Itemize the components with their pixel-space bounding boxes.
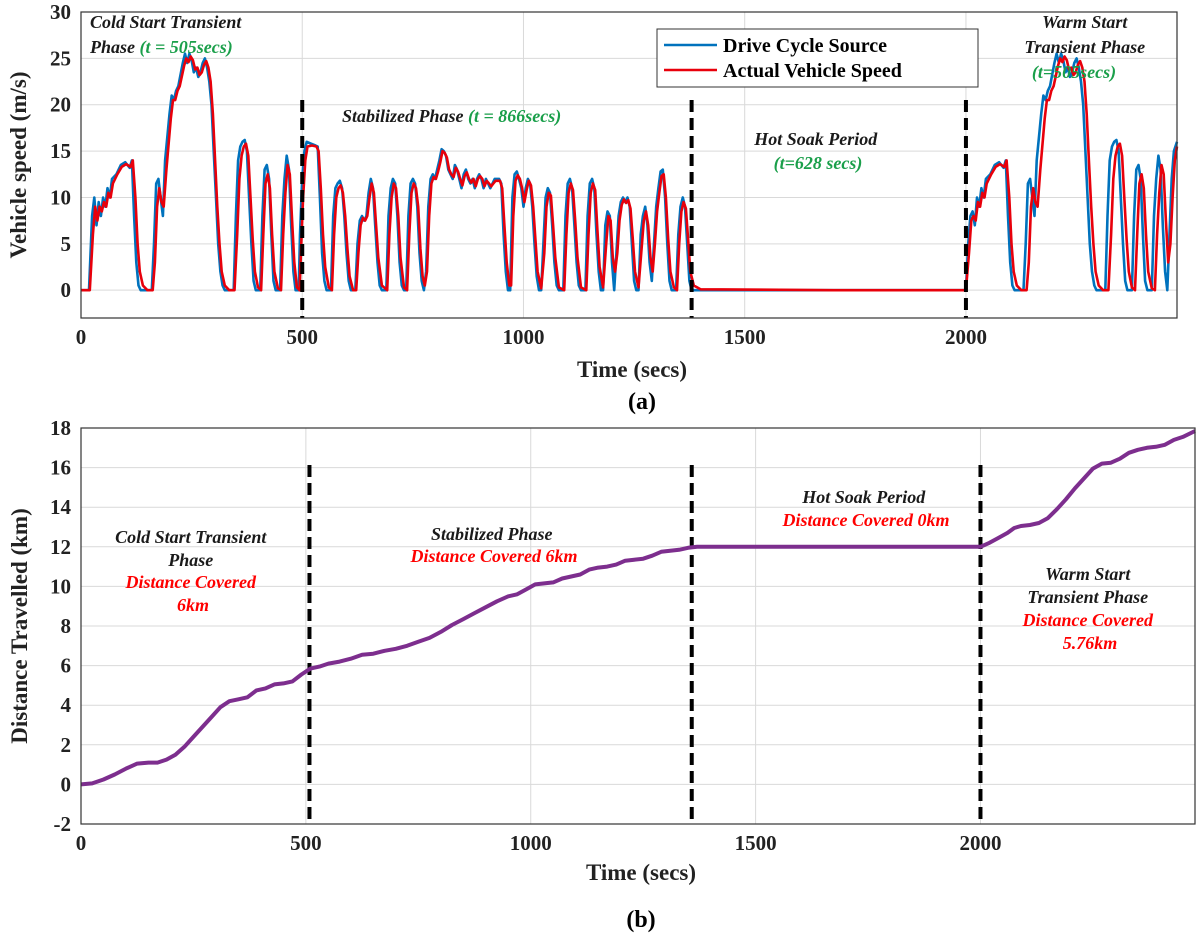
speed-x-axis-label: Time (secs) xyxy=(577,357,687,382)
distance-annotation-hot-soak-title: Hot Soak Period xyxy=(801,487,926,507)
speed-y-axis-label: Vehicle speed (m/s) xyxy=(6,72,31,259)
legend-label-actual-speed: Actual Vehicle Speed xyxy=(723,60,902,82)
y-tick-label-8: 14 xyxy=(50,495,72,519)
series-line-actual-vehicle-speed xyxy=(81,55,1179,292)
distance-x-axis-label: Time (secs) xyxy=(586,860,696,885)
x-tick-label-4: 2000 xyxy=(959,831,1001,855)
y-tick-label-2: 2 xyxy=(61,733,72,757)
distance-annotation-warm-start-detail1: Distance Covered xyxy=(1022,610,1154,630)
y-tick-label-0: -2 xyxy=(54,812,72,836)
x-tick-label-3: 1500 xyxy=(735,831,777,855)
speed-y-tick-labels: 0 5 10 15 20 25 30 xyxy=(50,0,71,302)
speed-annotation-warm-start: Warm Start Transient Phase (t=505secs) xyxy=(1024,12,1149,83)
speed-phase-markers xyxy=(300,100,968,318)
speed-plot-frame xyxy=(80,11,1178,319)
speed-annotation-cold-start-line1: Cold Start Transient xyxy=(90,12,242,32)
y-tick-label-3: 15 xyxy=(50,139,71,163)
y-tick-label-2: 10 xyxy=(50,185,71,209)
speed-legend: Drive Cycle Source Actual Vehicle Speed xyxy=(656,28,979,88)
x-tick-label-0: 0 xyxy=(76,325,87,349)
y-tick-label-3: 4 xyxy=(61,693,72,717)
speed-annotation-hot-soak: Hot Soak Period (t=628 secs) xyxy=(753,129,882,174)
distance-annotation-cold-start-detail1: Distance Covered xyxy=(125,572,257,592)
distance-annotation-warm-start-detail2: 5.76km xyxy=(1063,633,1118,653)
series-line-distance xyxy=(80,429,1196,787)
distance-x-tick-labels: 0 500 1000 1500 2000 xyxy=(76,831,1002,855)
speed-annotation-stabilized-title: Stabilized Phase xyxy=(342,106,468,126)
y-tick-label-6: 30 xyxy=(50,0,71,24)
speed-series-lines xyxy=(81,52,1179,292)
distance-annotation-warm-start: Warm Start Transient Phase Distance Cove… xyxy=(1022,564,1158,653)
distance-annotation-cold-start-title1: Cold Start Transient xyxy=(115,527,267,547)
y-tick-label-6: 10 xyxy=(50,574,71,598)
distance-series-lines xyxy=(80,429,1196,787)
distance-annotation-hot-soak-detail: Distance Covered 0km xyxy=(782,510,950,530)
distance-y-tick-labels: -2 0 2 4 6 8 10 12 14 16 18 xyxy=(50,416,72,836)
y-tick-label-4: 20 xyxy=(50,93,71,117)
speed-annotation-warm-start-line2: Transient Phase xyxy=(1024,37,1145,57)
distance-annotation-stabilized-detail: Distance Covered 6km xyxy=(410,546,578,566)
x-tick-label-1: 500 xyxy=(286,325,318,349)
y-tick-label-1: 0 xyxy=(61,772,72,796)
distance-plot-frame xyxy=(80,427,1196,825)
speed-chart: 0 5 10 15 20 25 30 0 500 1000 1500 2000 Cold Start… xyxy=(6,0,1179,415)
caption-b: (b) xyxy=(626,907,655,933)
speed-annotation-hot-soak-line2: (t=628 secs) xyxy=(774,153,863,174)
distance-annotation-stabilized: Stabilized Phase Distance Covered 6km xyxy=(410,524,578,566)
caption-a: (a) xyxy=(628,389,656,415)
y-tick-label-4: 6 xyxy=(61,654,72,678)
x-tick-label-1: 500 xyxy=(290,831,322,855)
distance-annotation-cold-start-title2: Phase xyxy=(167,550,213,570)
speed-x-tick-labels: 0 500 1000 1500 2000 xyxy=(76,325,987,349)
distance-annotation-warm-start-title2: Transient Phase xyxy=(1027,587,1148,607)
y-tick-label-1: 5 xyxy=(61,232,72,256)
x-tick-label-2: 1000 xyxy=(502,325,544,349)
y-tick-label-5: 25 xyxy=(50,46,71,70)
y-tick-label-9: 16 xyxy=(50,456,71,480)
x-tick-label-4: 2000 xyxy=(945,325,987,349)
distance-annotation-cold-start: Cold Start Transient Phase Distance Cove… xyxy=(115,527,271,615)
speed-annotation-cold-start: Cold Start Transient Phase (t = 505secs) xyxy=(89,12,246,58)
legend-label-drive-cycle: Drive Cycle Source xyxy=(723,35,887,57)
distance-annotation-hot-soak: Hot Soak Period Distance Covered 0km xyxy=(782,487,950,530)
speed-annotation-cold-start-line2: Phase xyxy=(89,37,140,57)
distance-annotation-warm-start-title1: Warm Start xyxy=(1045,564,1131,584)
speed-annotation-cold-start-duration: (t = 505secs) xyxy=(140,37,233,58)
y-tick-label-5: 8 xyxy=(61,614,72,638)
distance-annotation-cold-start-detail2: 6km xyxy=(177,595,209,615)
speed-annotation-hot-soak-line1: Hot Soak Period xyxy=(753,129,878,149)
speed-annotation-warm-start-line1: Warm Start xyxy=(1042,12,1128,32)
legend-box xyxy=(656,28,979,88)
x-tick-label-2: 1000 xyxy=(510,831,552,855)
y-tick-label-0: 0 xyxy=(61,278,72,302)
y-tick-label-7: 12 xyxy=(50,535,71,559)
speed-annotation-stabilized: Stabilized Phase (t = 866secs) xyxy=(342,106,561,127)
x-tick-label-0: 0 xyxy=(76,831,87,855)
distance-y-axis-label: Distance Travelled (km) xyxy=(7,508,32,744)
speed-annotation-warm-start-line3: (t=505secs) xyxy=(1032,62,1116,83)
x-tick-label-3: 1500 xyxy=(724,325,766,349)
y-tick-label-10: 18 xyxy=(50,416,71,440)
distance-phase-markers xyxy=(307,465,983,824)
distance-annotation-stabilized-title: Stabilized Phase xyxy=(431,524,553,544)
speed-annotation-stabilized-duration: (t = 866secs) xyxy=(468,106,561,127)
